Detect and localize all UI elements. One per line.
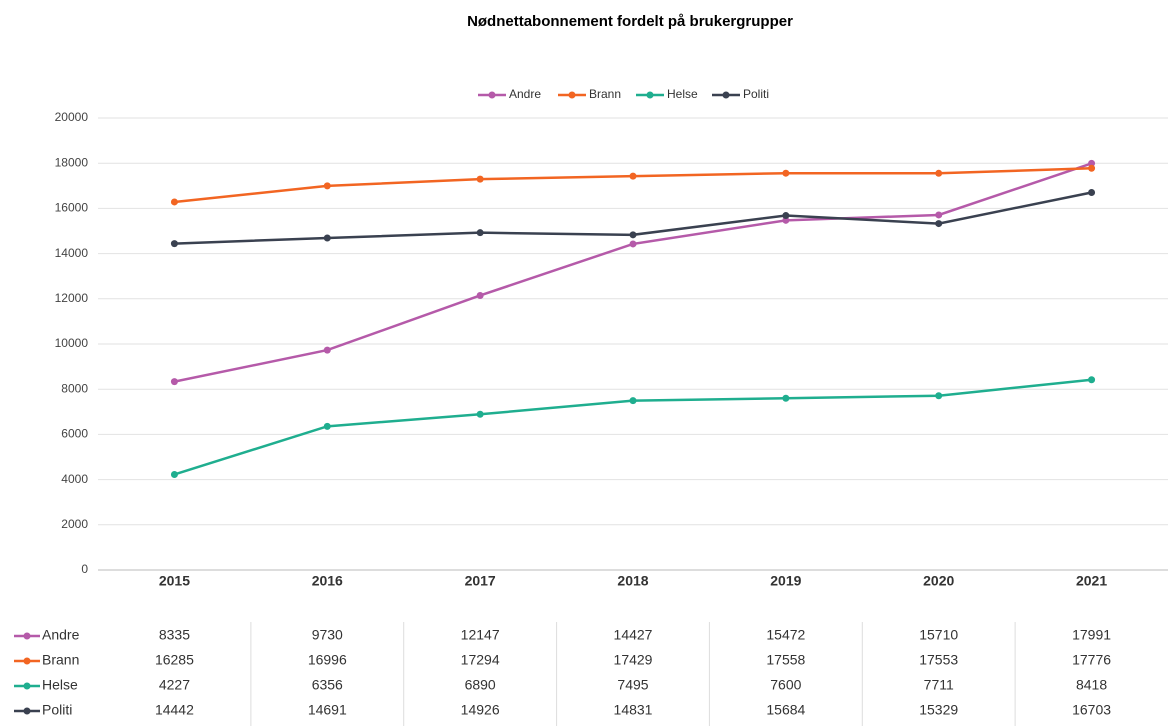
x-tick-label: 2018 bbox=[617, 573, 648, 589]
data-point bbox=[782, 169, 790, 177]
table-cell: 8335 bbox=[159, 627, 190, 643]
legend-label: Andre bbox=[509, 87, 541, 101]
legend-dot bbox=[646, 91, 654, 99]
y-tick-label: 14000 bbox=[55, 246, 89, 260]
table-cell: 4227 bbox=[159, 677, 190, 693]
data-point bbox=[170, 470, 178, 478]
table-row-label: Helse bbox=[42, 677, 78, 693]
table-cell: 14691 bbox=[308, 702, 347, 718]
data-point bbox=[629, 231, 637, 239]
legend-dot bbox=[722, 91, 730, 99]
series-line bbox=[174, 162, 1092, 383]
y-tick-label: 18000 bbox=[55, 155, 89, 169]
table-cell: 15710 bbox=[919, 627, 958, 643]
table-cell: 17991 bbox=[1072, 627, 1111, 643]
x-tick-label: 2016 bbox=[312, 573, 343, 589]
table-cell: 7495 bbox=[617, 677, 648, 693]
legend-label: Brann bbox=[589, 87, 621, 101]
table-cell: 15472 bbox=[766, 627, 805, 643]
data-point bbox=[782, 216, 790, 224]
data-point bbox=[1088, 164, 1096, 172]
y-tick-label: 16000 bbox=[55, 201, 89, 215]
data-point bbox=[476, 291, 484, 299]
table-cell: 8418 bbox=[1076, 677, 1107, 693]
data-point bbox=[323, 346, 331, 354]
data-point bbox=[323, 422, 331, 430]
y-tick-label: 0 bbox=[81, 562, 88, 576]
table-cell: 14926 bbox=[461, 702, 500, 718]
table-cell: 7711 bbox=[924, 677, 954, 693]
y-tick-label: 10000 bbox=[55, 336, 89, 350]
table-cell: 15329 bbox=[919, 702, 958, 718]
table-cell: 16996 bbox=[308, 652, 347, 668]
y-tick-label: 12000 bbox=[55, 291, 89, 305]
data-point bbox=[476, 175, 484, 183]
series-line bbox=[174, 378, 1092, 476]
y-tick-label: 6000 bbox=[61, 427, 88, 441]
y-tick-label: 4000 bbox=[61, 472, 88, 486]
data-point bbox=[1088, 159, 1096, 167]
table-cell: 12147 bbox=[461, 627, 500, 643]
legend-label: Politi bbox=[743, 87, 769, 101]
data-point bbox=[935, 211, 943, 219]
table-cell: 17553 bbox=[919, 652, 958, 668]
table-cell: 17776 bbox=[1072, 652, 1111, 668]
data-point bbox=[782, 394, 790, 402]
table-key-dot bbox=[23, 682, 31, 690]
table-row-label: Politi bbox=[42, 702, 72, 718]
legend-dot bbox=[488, 91, 496, 99]
x-tick-label: 2020 bbox=[923, 573, 954, 589]
data-point bbox=[476, 229, 484, 237]
data-point bbox=[170, 240, 178, 248]
table-key-dot bbox=[23, 657, 31, 665]
y-tick-label: 2000 bbox=[61, 517, 88, 531]
data-point bbox=[935, 169, 943, 177]
table-cell: 14442 bbox=[155, 702, 194, 718]
chart-title: Nødnettabonnement fordelt på brukergrupp… bbox=[467, 13, 793, 30]
table-key-dot bbox=[23, 632, 31, 640]
table-cell: 17429 bbox=[614, 652, 653, 668]
table-cell: 7600 bbox=[770, 677, 801, 693]
x-tick-label: 2021 bbox=[1076, 573, 1107, 589]
y-tick-label: 8000 bbox=[61, 381, 88, 395]
table-row-label: Brann bbox=[42, 652, 79, 668]
data-point bbox=[1088, 189, 1096, 197]
table-cell: 6890 bbox=[465, 677, 496, 693]
data-point bbox=[629, 397, 637, 405]
legend-dot bbox=[568, 91, 576, 99]
data-point bbox=[170, 378, 178, 386]
table-cell: 17294 bbox=[461, 652, 500, 668]
data-point bbox=[323, 234, 331, 242]
data-point bbox=[935, 392, 943, 400]
data-point bbox=[935, 220, 943, 228]
data-point bbox=[629, 240, 637, 248]
data-point bbox=[782, 212, 790, 220]
x-tick-label: 2017 bbox=[465, 573, 496, 589]
data-point bbox=[476, 410, 484, 418]
table-cell: 6356 bbox=[312, 677, 343, 693]
table-cell: 17558 bbox=[766, 652, 805, 668]
table-row-label: Andre bbox=[42, 627, 80, 643]
table-cell: 15684 bbox=[766, 702, 805, 718]
table-cell: 14427 bbox=[614, 627, 653, 643]
data-point bbox=[1088, 376, 1096, 384]
table-key-dot bbox=[23, 707, 31, 715]
data-point bbox=[170, 198, 178, 206]
data-point bbox=[323, 182, 331, 190]
data-point bbox=[629, 172, 637, 180]
x-tick-label: 2019 bbox=[770, 573, 801, 589]
table-cell: 16703 bbox=[1072, 702, 1111, 718]
table-cell: 16285 bbox=[155, 652, 194, 668]
x-tick-label: 2015 bbox=[159, 573, 190, 589]
y-tick-label: 20000 bbox=[55, 110, 89, 124]
table-cell: 14831 bbox=[614, 702, 653, 718]
table-cell: 9730 bbox=[312, 627, 343, 643]
legend-label: Helse bbox=[667, 87, 698, 101]
